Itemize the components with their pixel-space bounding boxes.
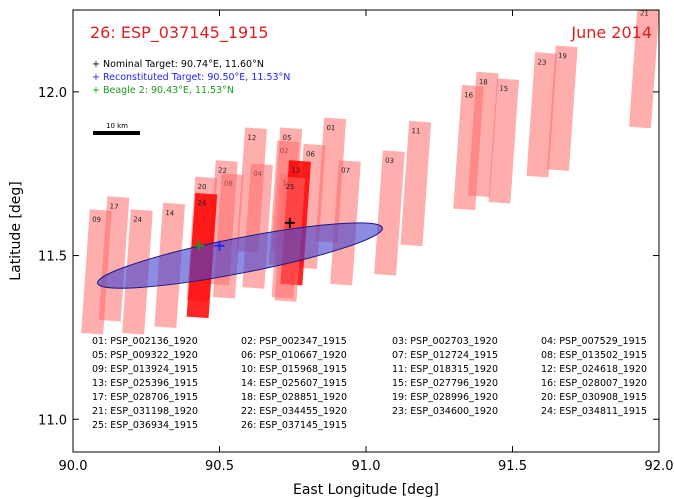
footprint: 18 [467, 71, 499, 198]
image-id-entry: 03: PSP_002703_1920 [392, 336, 498, 347]
footprint-strip [629, 10, 659, 129]
image-id-entry: 10: ESP_015968_1915 [241, 364, 347, 375]
image-id-entry: 07: ESP_012724_1915 [392, 350, 498, 361]
footprint-id-label: 26 [197, 199, 207, 208]
x-tick-label: 91.5 [498, 459, 527, 474]
footprint-id-label: 23 [537, 58, 546, 67]
chart-title-left: 26: ESP_037145_1915 [90, 23, 269, 43]
footprint-id-label: 22 [218, 166, 227, 175]
footprint-id-label: 01 [326, 124, 335, 133]
image-id-entry: 22: ESP_034455_1920 [241, 406, 347, 417]
footprint-id-label: 11 [411, 127, 420, 136]
footprint: 21 [629, 9, 659, 129]
image-id-entry: 19: ESP_028996_1920 [392, 392, 498, 403]
y-tick-label: 12.0 [38, 86, 67, 101]
x-tick-label: 90.0 [59, 459, 88, 474]
target-legend-entry: + Beagle 2: 90.43°E, 11.53°N [92, 85, 234, 96]
x-tick-label: 92.0 [645, 459, 674, 474]
x-tick-label: 90.5 [205, 459, 234, 474]
target-marker [214, 240, 225, 251]
image-id-entry: 09: ESP_013924_1915 [92, 364, 198, 375]
image-id-table: 01: PSP_002136_1920 02: PSP_002347_1915 03… [92, 336, 647, 431]
footprint: 12 [236, 127, 268, 253]
footprint: 23 [526, 52, 558, 178]
footprint-id-label: 19 [558, 52, 567, 61]
image-id-entry: 21: ESP_031198_1920 [92, 406, 198, 417]
target-markers [193, 217, 295, 251]
footprint-strip [400, 120, 432, 247]
target-legend-entry: + Reconstituted Target: 90.50°E, 11.53°N [92, 72, 290, 83]
image-id-entry: 01: PSP_002136_1920 [92, 336, 198, 347]
footprint-layer: 0102030405060708091011121314151617181920… [81, 9, 659, 335]
footprint: 03 [374, 150, 405, 276]
footprint-strip [98, 196, 130, 322]
footprint-id-label: 18 [479, 78, 488, 87]
ellipse-layer [97, 222, 383, 289]
image-id-entry: 17: ESP_028706_1915 [92, 392, 198, 403]
y-axis-label: Latitude [deg] [8, 181, 24, 280]
image-id-entry: 25: ESP_036934_1915 [92, 420, 198, 431]
target-legend-entry: + Nominal Target: 90.74°E, 11.60°N [92, 59, 264, 70]
image-id-entry: 15: ESP_027796_1920 [392, 378, 498, 389]
axis-ticks: 90.0 90.5 91.0 91.5 92.0 11.0 11.5 12.0 [38, 10, 673, 474]
image-id-entry: 26: ESP_037145_1915 [241, 420, 347, 431]
footprint: 11 [400, 120, 432, 247]
chart-title-right: June 2014 [570, 23, 652, 42]
footprint-id-label: 03 [385, 157, 394, 166]
footprint: 15 [488, 78, 520, 204]
scale-bar [93, 131, 140, 135]
target-marker [284, 217, 295, 228]
image-id-entry: 24: ESP_034811_1915 [541, 406, 647, 417]
footprint-strip [330, 160, 361, 286]
landing-ellipse [97, 222, 383, 289]
image-id-entry: 08: ESP_013502_1915 [541, 350, 647, 361]
target-marker [193, 240, 204, 251]
image-id-entry: 11: ESP_018315_1920 [392, 364, 498, 375]
footprint-id-label: 09 [92, 216, 101, 225]
footprint: 07 [330, 160, 361, 286]
footprint-id-label: 07 [341, 166, 350, 175]
footprint-id-label: 17 [109, 202, 118, 211]
footprint-strip [236, 127, 268, 253]
footprint-id-label: 12 [247, 134, 256, 143]
footprint-id-label: 20 [197, 183, 206, 192]
image-id-entry: 12: ESP_024618_1920 [541, 364, 647, 375]
target-legend: + Nominal Target: 90.74°E, 11.60°N + Reco… [92, 59, 290, 96]
image-id-entry: 20: ESP_030908_1915 [541, 392, 647, 403]
footprint-id-label: 25 [285, 183, 294, 192]
footprint-id-label: 14 [165, 209, 175, 218]
image-id-entry: 18: ESP_028851_1920 [241, 392, 347, 403]
footprint-id-label: 15 [499, 85, 508, 94]
image-id-entry: 05: PSP_009322_1920 [92, 350, 198, 361]
image-id-entry: 14: ESP_025607_1915 [241, 378, 347, 389]
image-id-entry: 16: ESP_028007_1920 [541, 378, 647, 389]
y-tick-label: 11.0 [38, 413, 67, 428]
image-id-entry: 04: PSP_007529_1915 [541, 336, 647, 347]
footprint: 17 [98, 196, 130, 322]
footprint-strip [526, 52, 558, 178]
footprint-id-label: 21 [640, 9, 649, 18]
image-id-entry: 02: PSP_002347_1915 [241, 336, 347, 347]
footprint-id-label: 06 [306, 150, 316, 159]
x-axis-label: East Longitude [deg] [293, 482, 439, 498]
footprint-id-label: 16 [464, 91, 474, 100]
image-id-entry: 06: PSP_010667_1920 [241, 350, 347, 361]
x-tick-label: 91.0 [352, 459, 381, 474]
footprint-id-label: 24 [133, 216, 143, 225]
footprint-strip [488, 78, 520, 204]
y-tick-label: 11.5 [38, 250, 67, 265]
footprint-strip [467, 71, 499, 198]
footprint-id-label: 05 [282, 134, 291, 143]
footprint-strip [374, 150, 405, 276]
scale-bar-label: 10 km [106, 122, 128, 130]
image-id-entry: 23: ESP_034600_1920 [392, 406, 498, 417]
footprint-id-label: 13 [291, 166, 300, 175]
image-id-entry: 13: ESP_025396_1915 [92, 378, 198, 389]
